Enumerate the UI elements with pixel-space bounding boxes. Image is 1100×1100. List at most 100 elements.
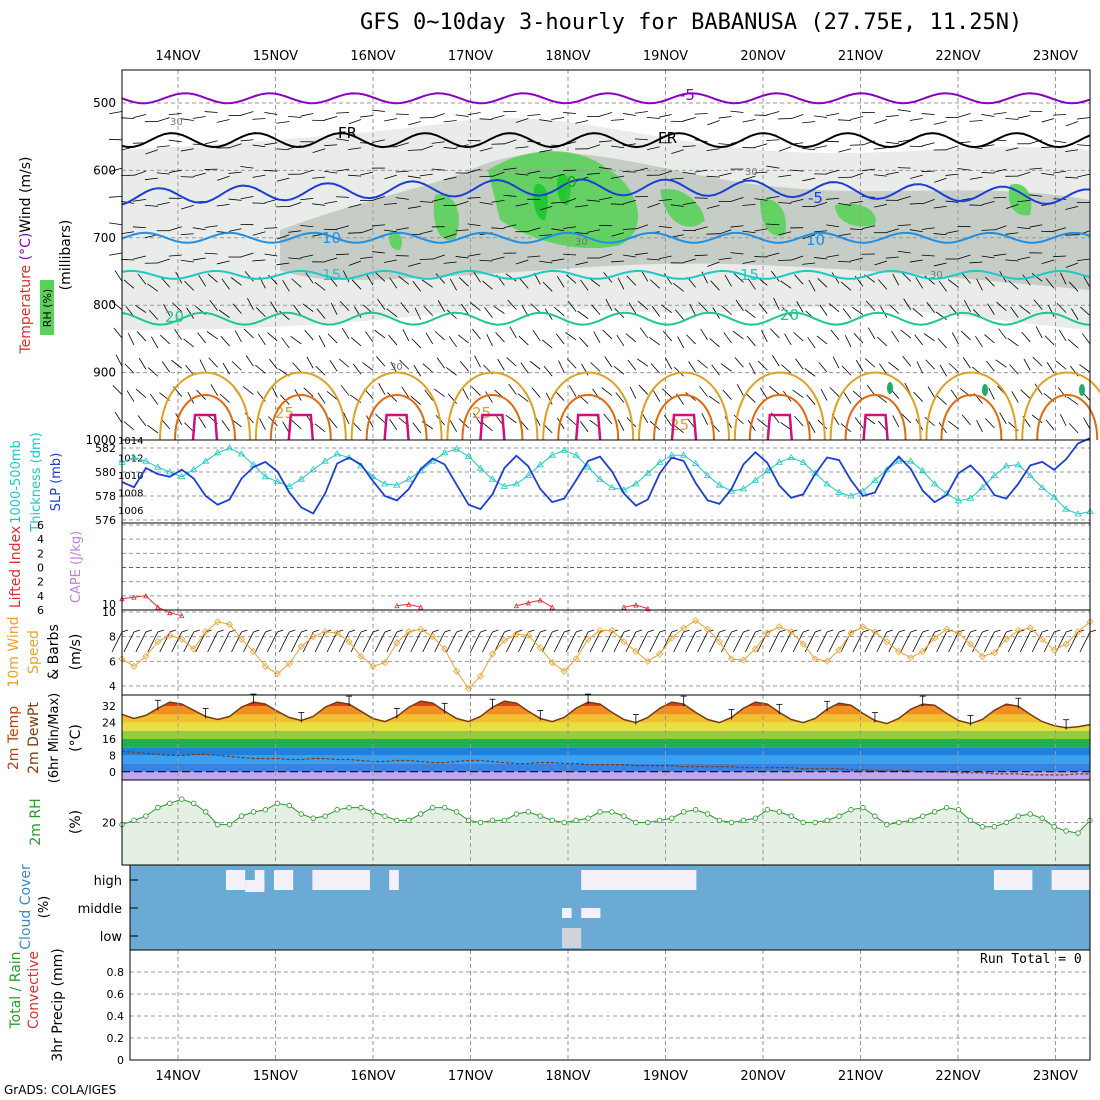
- wind-barb: [778, 231, 792, 236]
- wind-barb: [694, 169, 708, 173]
- wind-barb: [575, 120, 589, 124]
- wind-barb: [112, 385, 123, 395]
- wind-barb: [171, 359, 182, 369]
- isotherm-30: [940, 394, 1003, 441]
- wind-speed-point: [620, 638, 628, 646]
- wind-barb: [718, 257, 732, 261]
- thickness-point: [751, 476, 760, 483]
- wind-barb: [151, 336, 159, 349]
- cape-tick-label: 10: [102, 598, 116, 611]
- wind-barb: [673, 283, 684, 292]
- wind-barb: [814, 145, 828, 149]
- wind-barb: [815, 629, 822, 633]
- rh-point: [274, 800, 281, 807]
- wind-barb: [909, 259, 923, 263]
- wind-barb: [659, 629, 666, 633]
- wind-barb: [938, 280, 947, 292]
- temp-mask: [122, 695, 1090, 728]
- wind-barb: [604, 356, 613, 368]
- wind-speed-point: [429, 633, 437, 641]
- wind-barb: [733, 631, 744, 653]
- wind-speed-point: [692, 617, 700, 625]
- pressure-ylabel: (millibars): [58, 220, 74, 291]
- grads-credit: GrADS: COLA/IGES: [4, 1083, 117, 1097]
- wind-barb: [780, 631, 792, 653]
- wind-barb: [482, 280, 493, 290]
- wind-barb: [197, 332, 206, 344]
- wind-barb: [312, 176, 326, 179]
- wind-barb: [318, 335, 326, 348]
- wind-barb: [984, 631, 995, 653]
- wind-barb: [902, 355, 912, 367]
- wind-barb: [837, 176, 852, 179]
- wind-barb: [850, 201, 863, 204]
- wind-barb: [147, 424, 159, 434]
- wind-barb: [802, 262, 816, 265]
- wind-barb: [865, 300, 876, 311]
- thickness-point: [345, 453, 353, 460]
- rh-point: [406, 817, 412, 824]
- wind-speed-point: [381, 659, 389, 667]
- wind-barb: [613, 365, 625, 375]
- thickness-point: [440, 449, 449, 456]
- wind-barb: [575, 205, 589, 208]
- wind-barb: [252, 174, 266, 178]
- thickness-ylabel-2: Thickness (dm): [29, 432, 44, 532]
- wind-barb: [291, 278, 302, 288]
- wind-barb: [635, 629, 643, 633]
- wind-barb: [205, 629, 212, 633]
- wind-barb: [208, 357, 218, 368]
- wind-barb: [579, 337, 589, 348]
- wind-speed-point: [751, 645, 759, 653]
- wind-barb: [300, 254, 314, 259]
- wind-barb: [328, 417, 338, 429]
- wind-barb: [506, 357, 517, 367]
- wind-barb: [350, 631, 362, 653]
- lifted-index-point: [179, 612, 185, 619]
- wind-barb: [587, 172, 601, 175]
- isotherm-line: [121, 231, 1091, 244]
- wind-barb: [647, 629, 654, 633]
- wind-barb: [670, 177, 684, 180]
- wind-speed-point: [190, 645, 198, 653]
- wind-barb: [852, 390, 864, 400]
- thickness-point: [930, 480, 939, 487]
- wind-barb: [772, 355, 780, 367]
- pressure-tick-label: 800: [93, 298, 116, 312]
- wind-barb: [790, 114, 804, 120]
- wind-speed-point: [273, 670, 281, 678]
- date-tick-bottom: 18NOV: [545, 1069, 590, 1084]
- wind-barb: [742, 230, 756, 234]
- wind-barb: [878, 279, 888, 290]
- wind-barb: [431, 141, 445, 144]
- wind-barb: [1008, 280, 1019, 290]
- wind-barb: [157, 202, 170, 206]
- wind-barb: [897, 109, 911, 112]
- wind-barb: [491, 200, 505, 203]
- wind-barb: [1005, 147, 1019, 152]
- wind-barb: [634, 138, 648, 141]
- wind-barb: [252, 259, 266, 262]
- thickness-point: [285, 482, 294, 489]
- rh-point: [967, 817, 974, 824]
- wind-barb: [901, 413, 912, 424]
- cloud-high-block: [389, 870, 399, 890]
- wind-barb: [389, 418, 398, 431]
- wind-barb: [892, 273, 900, 286]
- wind-barb: [276, 121, 290, 124]
- rh-point: [740, 817, 747, 824]
- wind-barb: [515, 146, 529, 149]
- wind-barb: [742, 204, 756, 206]
- wind-barb: [745, 631, 756, 653]
- wind-barb: [1032, 356, 1043, 367]
- wind-barb: [253, 629, 260, 633]
- wind-barb: [448, 336, 457, 348]
- rh-point: [585, 815, 591, 821]
- wind-barb: [252, 231, 266, 236]
- wind-speed-point: [333, 629, 341, 637]
- thickness-point: [1062, 505, 1070, 512]
- wind-barb: [830, 329, 840, 341]
- wind-barb: [1065, 121, 1079, 127]
- wind-barb: [768, 631, 780, 653]
- wind-barb: [756, 418, 768, 428]
